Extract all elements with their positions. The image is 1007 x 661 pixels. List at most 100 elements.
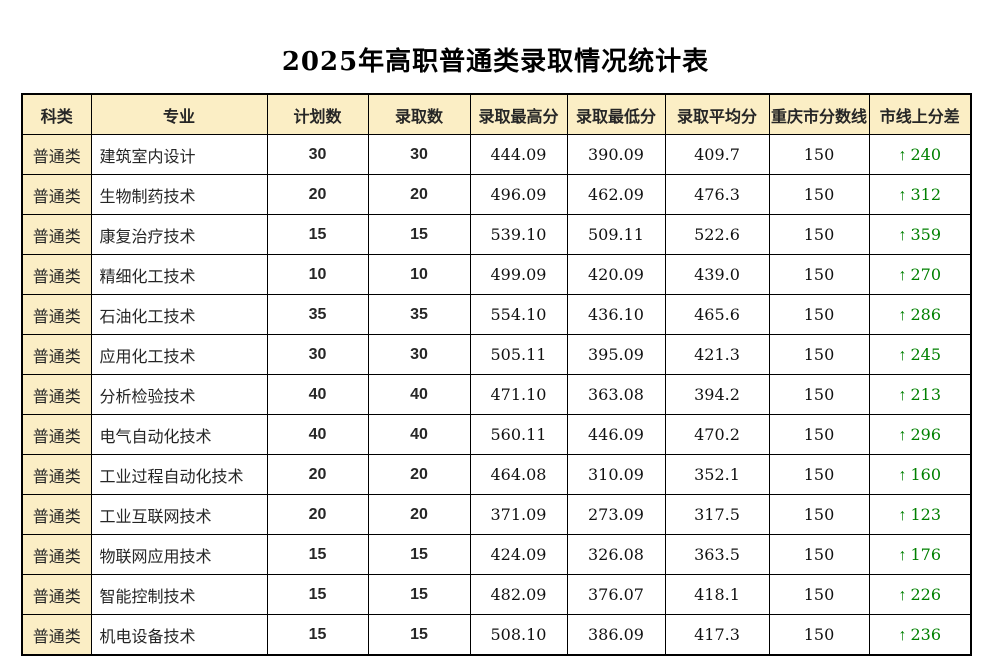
table-header-row: 科类 专业 计划数 录取数 录取最高分 录取最低分 录取平均分 重庆市分数线 市线上分差 bbox=[21, 93, 972, 135]
cell-category: 普通类 bbox=[21, 254, 92, 295]
cell-major: 电气自动化技术 bbox=[90, 414, 268, 455]
cell-max-score: 508.10 bbox=[469, 614, 568, 656]
cell-diff-above-cutoff: ↑ 240 bbox=[868, 134, 972, 175]
cell-category: 普通类 bbox=[21, 574, 92, 615]
up-arrow-icon: ↑ bbox=[898, 146, 907, 164]
cell-category: 普通类 bbox=[21, 414, 92, 455]
cell-max-score: 499.09 bbox=[469, 254, 568, 295]
cell-avg-score: 476.3 bbox=[664, 174, 770, 215]
table-row: 普通类 电气自动化技术 40 40 560.11 446.09 470.2 15… bbox=[21, 414, 972, 455]
cell-category: 普通类 bbox=[21, 134, 92, 175]
column-header-5: 录取最低分 bbox=[566, 93, 666, 135]
up-arrow-icon: ↑ bbox=[898, 626, 907, 644]
diff-value: 226 bbox=[910, 584, 942, 604]
cell-avg-score: 470.2 bbox=[664, 414, 770, 455]
diff-value: 123 bbox=[910, 504, 942, 524]
cell-cutoff: 150 bbox=[768, 214, 870, 255]
table-row: 普通类 应用化工技术 30 30 505.11 395.09 421.3 150… bbox=[21, 334, 972, 375]
cell-diff-above-cutoff: ↑ 245 bbox=[868, 334, 972, 375]
cell-diff-above-cutoff: ↑ 123 bbox=[868, 494, 972, 535]
cell-plan: 15 bbox=[266, 614, 369, 656]
cell-min-score: 509.11 bbox=[566, 214, 666, 255]
cell-category: 普通类 bbox=[21, 174, 92, 215]
up-arrow-icon: ↑ bbox=[898, 306, 907, 324]
cell-plan: 35 bbox=[266, 294, 369, 335]
cell-max-score: 496.09 bbox=[469, 174, 568, 215]
cell-category: 普通类 bbox=[21, 614, 92, 656]
cell-avg-score: 465.6 bbox=[664, 294, 770, 335]
table-row: 普通类 生物制药技术 20 20 496.09 462.09 476.3 150… bbox=[21, 174, 972, 215]
cell-diff-above-cutoff: ↑ 312 bbox=[868, 174, 972, 215]
cell-category: 普通类 bbox=[21, 454, 92, 495]
cell-admitted: 40 bbox=[367, 414, 471, 455]
cell-plan: 20 bbox=[266, 454, 369, 495]
cell-admitted: 20 bbox=[367, 174, 471, 215]
cell-admitted: 15 bbox=[367, 614, 471, 656]
cell-plan: 15 bbox=[266, 574, 369, 615]
column-header-3: 录取数 bbox=[367, 93, 471, 135]
cell-plan: 30 bbox=[266, 334, 369, 375]
cell-cutoff: 150 bbox=[768, 494, 870, 535]
cell-avg-score: 522.6 bbox=[664, 214, 770, 255]
cell-admitted: 35 bbox=[367, 294, 471, 335]
cell-avg-score: 363.5 bbox=[664, 534, 770, 575]
cell-plan: 15 bbox=[266, 534, 369, 575]
cell-cutoff: 150 bbox=[768, 614, 870, 656]
cell-admitted: 15 bbox=[367, 534, 471, 575]
table-row: 普通类 工业互联网技术 20 20 371.09 273.09 317.5 15… bbox=[21, 494, 972, 535]
cell-cutoff: 150 bbox=[768, 334, 870, 375]
cell-min-score: 376.07 bbox=[566, 574, 666, 615]
diff-value: 312 bbox=[910, 184, 942, 204]
cell-min-score: 363.08 bbox=[566, 374, 666, 415]
up-arrow-icon: ↑ bbox=[898, 266, 907, 284]
diff-value: 160 bbox=[910, 464, 942, 484]
cell-admitted: 20 bbox=[367, 494, 471, 535]
cell-cutoff: 150 bbox=[768, 454, 870, 495]
up-arrow-icon: ↑ bbox=[898, 466, 907, 484]
up-arrow-icon: ↑ bbox=[898, 426, 907, 444]
cell-min-score: 390.09 bbox=[566, 134, 666, 175]
cell-diff-above-cutoff: ↑ 236 bbox=[868, 614, 972, 656]
up-arrow-icon: ↑ bbox=[898, 346, 907, 364]
cell-max-score: 560.11 bbox=[469, 414, 568, 455]
cell-plan: 10 bbox=[266, 254, 369, 295]
table-row: 普通类 工业过程自动化技术 20 20 464.08 310.09 352.1 … bbox=[21, 454, 972, 495]
cell-diff-above-cutoff: ↑ 359 bbox=[868, 214, 972, 255]
up-arrow-icon: ↑ bbox=[898, 506, 907, 524]
cell-avg-score: 421.3 bbox=[664, 334, 770, 375]
diff-value: 240 bbox=[910, 144, 942, 164]
cell-max-score: 471.10 bbox=[469, 374, 568, 415]
diff-value: 359 bbox=[910, 224, 942, 244]
cell-admitted: 10 bbox=[367, 254, 471, 295]
cell-min-score: 436.10 bbox=[566, 294, 666, 335]
cell-cutoff: 150 bbox=[768, 574, 870, 615]
diff-value: 296 bbox=[910, 424, 942, 444]
cell-category: 普通类 bbox=[21, 534, 92, 575]
cell-min-score: 273.09 bbox=[566, 494, 666, 535]
diff-value: 176 bbox=[910, 544, 942, 564]
cell-max-score: 482.09 bbox=[469, 574, 568, 615]
cell-admitted: 15 bbox=[367, 214, 471, 255]
cell-cutoff: 150 bbox=[768, 414, 870, 455]
table-row: 普通类 建筑室内设计 30 30 444.09 390.09 409.7 150… bbox=[21, 134, 972, 175]
cell-cutoff: 150 bbox=[768, 254, 870, 295]
cell-avg-score: 439.0 bbox=[664, 254, 770, 295]
cell-plan: 15 bbox=[266, 214, 369, 255]
cell-category: 普通类 bbox=[21, 374, 92, 415]
cell-major: 分析检验技术 bbox=[90, 374, 268, 415]
cell-max-score: 505.11 bbox=[469, 334, 568, 375]
cell-category: 普通类 bbox=[21, 494, 92, 535]
cell-diff-above-cutoff: ↑ 226 bbox=[868, 574, 972, 615]
cell-admitted: 40 bbox=[367, 374, 471, 415]
up-arrow-icon: ↑ bbox=[898, 226, 907, 244]
cell-major: 机电设备技术 bbox=[90, 614, 268, 656]
diff-value: 245 bbox=[910, 344, 942, 364]
cell-avg-score: 317.5 bbox=[664, 494, 770, 535]
cell-cutoff: 150 bbox=[768, 174, 870, 215]
cell-admitted: 30 bbox=[367, 134, 471, 175]
cell-avg-score: 409.7 bbox=[664, 134, 770, 175]
cell-major: 生物制药技术 bbox=[90, 174, 268, 215]
cell-category: 普通类 bbox=[21, 334, 92, 375]
cell-category: 普通类 bbox=[21, 214, 92, 255]
cell-plan: 40 bbox=[266, 374, 369, 415]
